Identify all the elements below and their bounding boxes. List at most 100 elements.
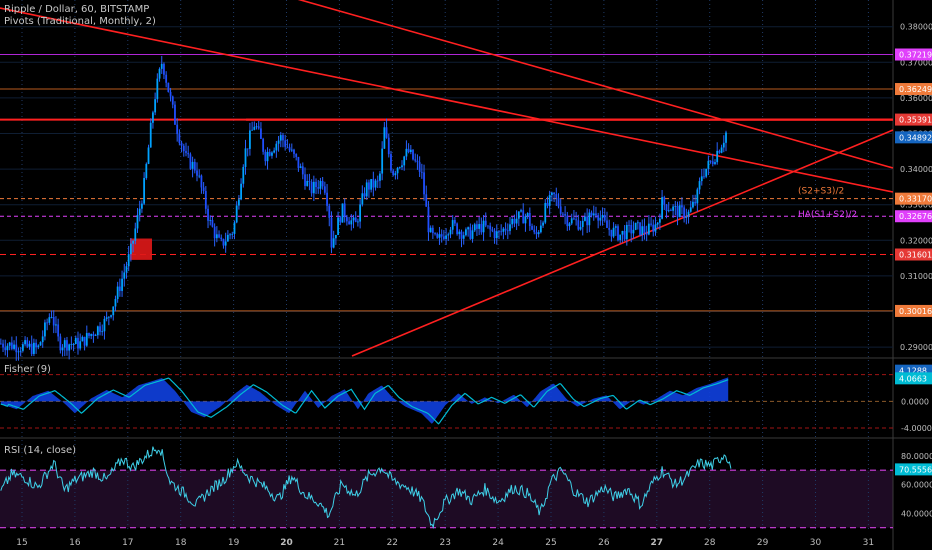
candle-body bbox=[246, 148, 249, 150]
candle-body bbox=[251, 129, 254, 131]
candle-body bbox=[597, 215, 600, 221]
candle-body bbox=[537, 232, 540, 235]
candle-body bbox=[185, 151, 187, 153]
candle-body bbox=[0, 343, 2, 345]
candle-body bbox=[685, 216, 688, 218]
candle-body bbox=[209, 220, 212, 221]
candle-body bbox=[372, 179, 375, 188]
candle-body bbox=[240, 183, 242, 200]
candle-body bbox=[370, 179, 373, 190]
candle-body bbox=[160, 63, 163, 69]
candle-body bbox=[667, 210, 670, 212]
candle-body bbox=[663, 197, 666, 205]
candle-body bbox=[180, 142, 183, 146]
candle-body bbox=[504, 228, 507, 231]
candle-body bbox=[526, 213, 529, 217]
candle-body bbox=[315, 181, 317, 188]
candle-body bbox=[689, 207, 692, 212]
candle-body bbox=[438, 234, 441, 238]
candle-body bbox=[46, 322, 49, 324]
candle-body bbox=[114, 299, 117, 307]
rsi-tick-label: 40.0000 bbox=[901, 509, 932, 518]
candle-body bbox=[482, 220, 485, 233]
candle-body bbox=[687, 211, 690, 217]
candle-body bbox=[10, 342, 13, 349]
candle-body bbox=[509, 224, 511, 231]
candle-body bbox=[436, 233, 439, 238]
fisher-tick-label: -4.0000 bbox=[901, 424, 932, 433]
candle-body bbox=[460, 231, 463, 239]
fisher-value-box bbox=[895, 372, 932, 385]
candle-body bbox=[409, 149, 412, 152]
candle-body bbox=[705, 168, 708, 177]
candle-body bbox=[255, 126, 258, 128]
candle-body bbox=[94, 335, 97, 337]
candle-body bbox=[277, 140, 280, 144]
price-tick-label: 0.31000 bbox=[900, 272, 932, 281]
candle-body bbox=[606, 220, 608, 228]
candle-body bbox=[204, 191, 207, 209]
candle-body bbox=[288, 147, 291, 151]
candle-body bbox=[127, 254, 130, 267]
candle-body bbox=[579, 226, 582, 230]
price-label-box bbox=[895, 192, 932, 205]
candle-body bbox=[381, 148, 384, 174]
price-label-box bbox=[895, 113, 932, 126]
candle-body bbox=[88, 333, 90, 336]
price-label-box bbox=[895, 131, 932, 144]
candle-body bbox=[207, 208, 209, 221]
price-tick-label: 0.33000 bbox=[900, 201, 932, 210]
candle-body bbox=[661, 197, 663, 219]
candle-body bbox=[674, 205, 677, 207]
candle-body bbox=[487, 225, 489, 227]
candle-body bbox=[167, 82, 170, 93]
candle-body bbox=[462, 235, 465, 239]
candle-body bbox=[608, 227, 611, 230]
x-tick-label: 31 bbox=[863, 538, 874, 548]
candle-body bbox=[284, 140, 287, 147]
rsi-line bbox=[0, 446, 732, 529]
candle-body bbox=[337, 217, 339, 235]
candle-body bbox=[630, 224, 633, 234]
candle-body bbox=[295, 153, 298, 157]
candle-body bbox=[515, 218, 518, 224]
candle-body bbox=[61, 347, 64, 351]
rsi-title: RSI (14, close) bbox=[4, 445, 77, 456]
candle-body bbox=[308, 180, 311, 182]
candle-body bbox=[405, 148, 408, 157]
candle-body bbox=[156, 78, 159, 100]
candle-body bbox=[542, 222, 544, 226]
candle-body bbox=[414, 159, 417, 161]
candle-body bbox=[385, 127, 388, 138]
trend-line bbox=[351, 129, 894, 357]
candle-body bbox=[152, 112, 154, 123]
candle-body bbox=[286, 146, 289, 148]
candle-body bbox=[722, 142, 725, 148]
candle-body bbox=[623, 230, 626, 240]
candle-body bbox=[158, 68, 161, 79]
candle-body bbox=[271, 152, 273, 156]
candle-body bbox=[425, 194, 428, 207]
candle-body bbox=[577, 220, 580, 230]
candle-body bbox=[70, 344, 73, 345]
candle-body bbox=[55, 324, 57, 326]
candle-body bbox=[473, 224, 476, 231]
trend-line bbox=[297, 0, 894, 169]
candle-body bbox=[226, 234, 229, 242]
candle-body bbox=[368, 182, 370, 190]
candle-body bbox=[654, 224, 657, 232]
candle-body bbox=[323, 186, 326, 193]
candle-body bbox=[658, 218, 661, 223]
candle-body bbox=[484, 220, 487, 226]
candle-body bbox=[235, 205, 238, 223]
price-tick-label: 0.38000 bbox=[900, 23, 932, 32]
candle-body bbox=[700, 176, 703, 182]
candle-body bbox=[17, 351, 20, 353]
candle-body bbox=[339, 217, 342, 223]
candle-body bbox=[390, 154, 392, 171]
candle-body bbox=[714, 162, 716, 164]
candle-body bbox=[535, 232, 538, 235]
candle-body bbox=[379, 173, 381, 181]
candle-body bbox=[592, 213, 595, 216]
candle-body bbox=[447, 234, 450, 236]
